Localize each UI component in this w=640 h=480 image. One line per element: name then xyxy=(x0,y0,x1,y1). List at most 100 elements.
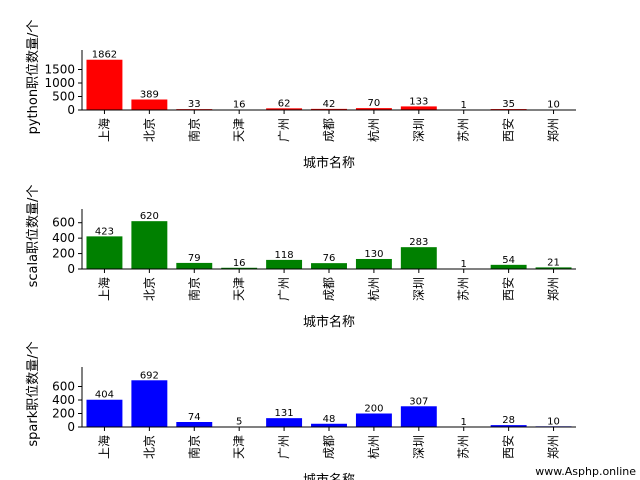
bar-北京 xyxy=(131,380,168,427)
y-tick-label: 400 xyxy=(52,231,75,245)
data-label: 389 xyxy=(140,90,159,101)
data-label: 5 xyxy=(236,417,242,428)
data-label: 76 xyxy=(323,253,336,264)
bar-杭州 xyxy=(355,108,392,110)
bar-北京 xyxy=(131,221,168,269)
x-tick-label: 杭州 xyxy=(366,277,381,301)
y-tick-label: 0 xyxy=(67,103,75,117)
x-tick-label: 郑州 xyxy=(546,118,561,142)
x-tick-label: 苏州 xyxy=(457,118,471,142)
data-label: 28 xyxy=(502,415,515,426)
data-label: 1862 xyxy=(92,50,117,61)
bar-杭州 xyxy=(355,413,392,427)
y-axis-title: spark职位数量/个 xyxy=(26,341,41,446)
y-tick-label: 600 xyxy=(52,216,75,230)
bar-天津 xyxy=(221,267,258,269)
data-label: 1 xyxy=(461,100,467,111)
x-tick-label: 深圳 xyxy=(412,118,426,142)
x-tick-label: 北京 xyxy=(142,435,156,459)
bar-广州 xyxy=(266,259,303,269)
x-tick-label: 上海 xyxy=(96,435,111,459)
x-tick-label: 上海 xyxy=(96,277,111,301)
x-tick-label: 成都 xyxy=(322,277,336,301)
data-label: 404 xyxy=(95,390,114,401)
y-tick-label: 1000 xyxy=(44,76,75,90)
data-label: 133 xyxy=(409,96,428,107)
data-label: 16 xyxy=(233,258,246,269)
y-tick-label: 500 xyxy=(52,90,75,104)
bar-成都 xyxy=(311,108,347,110)
data-label: 62 xyxy=(278,98,291,109)
data-label: 10 xyxy=(547,100,560,111)
data-label: 620 xyxy=(140,211,159,222)
x-tick-label: 天津 xyxy=(232,277,246,301)
x-tick-label: 西安 xyxy=(501,118,516,142)
x-tick-label: 杭州 xyxy=(366,118,381,142)
y-axis-title: scala职位数量/个 xyxy=(26,185,41,288)
chart-panel-3: 40469274 5131482003071 28 100200400600上海 北京南… xyxy=(26,341,576,480)
bar-深圳 xyxy=(400,406,437,427)
x-axis-title: 城市名称 xyxy=(303,155,355,171)
data-label: 200 xyxy=(364,404,383,415)
x-tick-label: 杭州 xyxy=(366,435,381,459)
watermark-text: www.Asphp.online xyxy=(535,465,636,478)
bar-西安 xyxy=(490,425,527,427)
bar-南京 xyxy=(176,422,213,427)
x-tick-label: 深圳 xyxy=(412,277,426,301)
bar-成都 xyxy=(311,263,347,269)
bar-郑州 xyxy=(535,267,572,269)
bar-西安 xyxy=(490,264,527,269)
y-tick-label: 0 xyxy=(67,262,75,276)
data-label: 692 xyxy=(140,370,159,381)
x-tick-label: 北京 xyxy=(142,118,156,142)
x-tick-label: 西安 xyxy=(501,435,516,459)
x-tick-label: 郑州 xyxy=(546,435,561,459)
x-tick-label: 广州 xyxy=(277,435,291,459)
x-tick-label: 广州 xyxy=(277,118,291,142)
y-tick-label: 1500 xyxy=(44,63,75,77)
data-label: 70 xyxy=(368,98,381,109)
x-tick-label: 天津 xyxy=(232,435,246,459)
x-tick-label: 上海 xyxy=(96,118,111,142)
bar-上海 xyxy=(86,236,123,269)
x-tick-label: 天津 xyxy=(232,118,246,142)
y-tick-label: 200 xyxy=(52,247,75,261)
data-label: 1 xyxy=(461,417,467,428)
x-tick-label: 南京 xyxy=(186,118,201,142)
data-label: 118 xyxy=(275,250,294,261)
bar-成都 xyxy=(311,423,347,427)
data-label: 16 xyxy=(233,100,246,111)
bar-北京 xyxy=(131,99,168,110)
x-tick-label: 苏州 xyxy=(457,435,471,459)
x-tick-label: 西安 xyxy=(501,277,516,301)
data-label: 35 xyxy=(502,99,515,110)
bar-杭州 xyxy=(355,258,392,269)
y-tick-label: 0 xyxy=(67,420,75,434)
bar-上海 xyxy=(86,399,123,427)
data-label: 48 xyxy=(323,414,336,425)
data-label: 42 xyxy=(323,99,336,110)
x-tick-label: 苏州 xyxy=(457,277,471,301)
data-label: 54 xyxy=(502,255,515,266)
bar-深圳 xyxy=(400,247,437,269)
bar-广州 xyxy=(266,418,303,427)
x-tick-label: 南京 xyxy=(186,277,201,301)
data-label: 74 xyxy=(188,412,201,423)
data-label: 307 xyxy=(409,396,428,407)
bar-南京 xyxy=(176,262,213,269)
y-tick-label: 600 xyxy=(52,380,75,394)
data-label: 131 xyxy=(275,408,294,419)
x-axis-title: 城市名称 xyxy=(303,472,355,480)
y-axis-title: python职位数量/个 xyxy=(26,20,41,135)
data-label: 130 xyxy=(364,249,383,260)
bar-深圳 xyxy=(400,106,437,110)
bar-广州 xyxy=(266,108,303,110)
x-axis-title: 城市名称 xyxy=(303,314,355,330)
x-tick-label: 北京 xyxy=(142,277,156,301)
x-tick-label: 南京 xyxy=(186,435,201,459)
x-tick-label: 广州 xyxy=(277,277,291,301)
data-label: 1 xyxy=(461,259,467,270)
y-tick-label: 400 xyxy=(52,393,75,407)
